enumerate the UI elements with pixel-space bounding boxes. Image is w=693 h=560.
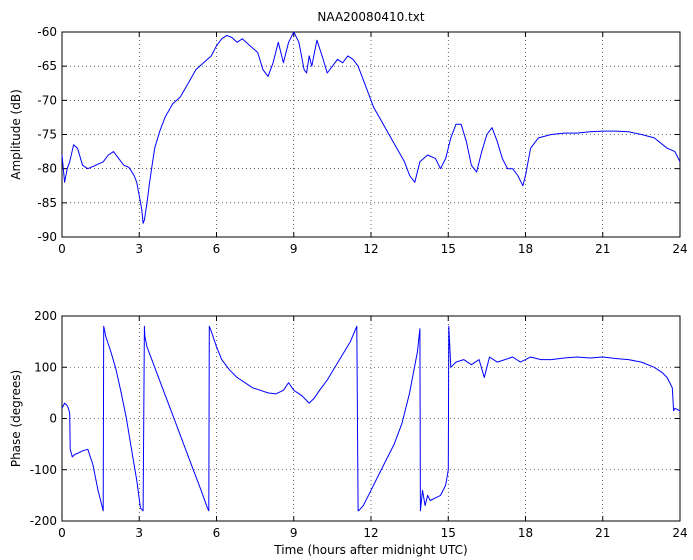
y-tick-label: -200	[30, 514, 57, 528]
series-line	[61, 31, 681, 224]
y-tick-label: 200	[34, 309, 57, 323]
x-tick-label: 6	[213, 526, 221, 540]
figure-title: NAA20080410.txt	[317, 10, 424, 24]
y-tick-label: -85	[37, 196, 57, 210]
x-tick-label: 15	[441, 242, 456, 256]
y-axis-label: Amplitude (dB)	[9, 89, 23, 180]
x-tick-label: 18	[518, 242, 533, 256]
x-tick-label: 24	[672, 526, 687, 540]
x-tick-label: 0	[58, 242, 66, 256]
x-tick-label: 21	[595, 242, 610, 256]
series-line	[61, 325, 681, 512]
y-tick-label: -80	[37, 162, 57, 176]
y-tick-label: -75	[37, 128, 57, 142]
x-tick-label: 3	[135, 242, 143, 256]
x-tick-label: 18	[518, 526, 533, 540]
x-tick-label: 9	[290, 242, 298, 256]
x-tick-label: 12	[363, 526, 378, 540]
x-tick-label: 0	[58, 526, 66, 540]
x-tick-label: 15	[441, 526, 456, 540]
y-tick-label: -65	[37, 59, 57, 73]
y-tick-label: -70	[37, 93, 57, 107]
x-tick-label: 12	[363, 242, 378, 256]
y-tick-label: -60	[37, 25, 57, 39]
x-tick-label: 6	[213, 242, 221, 256]
y-tick-label: -100	[30, 463, 57, 477]
y-tick-label: 0	[49, 412, 57, 426]
y-tick-label: -90	[37, 230, 57, 244]
x-tick-label: 24	[672, 242, 687, 256]
x-tick-label: 21	[595, 526, 610, 540]
x-tick-label: 9	[290, 526, 298, 540]
x-axis-label: Time (hours after midnight UTC)	[273, 543, 467, 557]
y-axis-label: Phase (degrees)	[9, 370, 23, 467]
amplitude-plot: 0 3 6 9 12 15 18 21 24 -90 -85 -80 -75 -70 -65 -60 Ampli…	[9, 25, 688, 256]
y-tick-label: 100	[34, 360, 57, 374]
x-tick-label: 3	[135, 526, 143, 540]
phase-plot: 0 3 6 9 12 15 18 21 24 -200 -100 0 100 200 Phase (degr…	[9, 309, 688, 557]
